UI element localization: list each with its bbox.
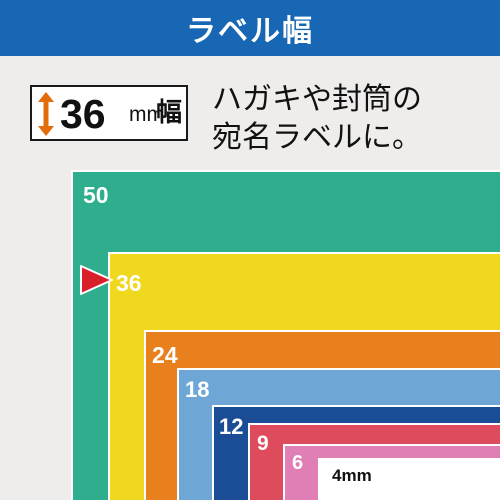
- tape-4: 4mm: [318, 458, 500, 500]
- header-bar: ラベル幅: [0, 0, 500, 56]
- page-title: ラベル幅: [186, 14, 314, 49]
- tape-label-6: 6: [292, 452, 304, 474]
- description-line-1: ハガキや封筒の: [212, 82, 422, 117]
- width-badge: 36 mm 幅: [30, 85, 188, 141]
- tape-label-24: 24: [152, 342, 178, 368]
- tape-label-50: 50: [83, 182, 109, 208]
- description-line-2: 宛名ラベルに。: [212, 120, 422, 155]
- badge-kanji: 幅: [156, 98, 183, 128]
- tape-label-4: 4mm: [332, 466, 372, 485]
- double-arrow-icon: [38, 92, 54, 136]
- tape-label-36: 36: [116, 270, 142, 296]
- badge-number: 36: [60, 91, 106, 137]
- tape-label-9: 9: [257, 432, 269, 455]
- tape-label-12: 12: [219, 414, 244, 439]
- badge-unit: mm: [129, 103, 164, 126]
- tape-label-18: 18: [185, 377, 210, 402]
- red-triangle-pointer-icon: [80, 265, 113, 295]
